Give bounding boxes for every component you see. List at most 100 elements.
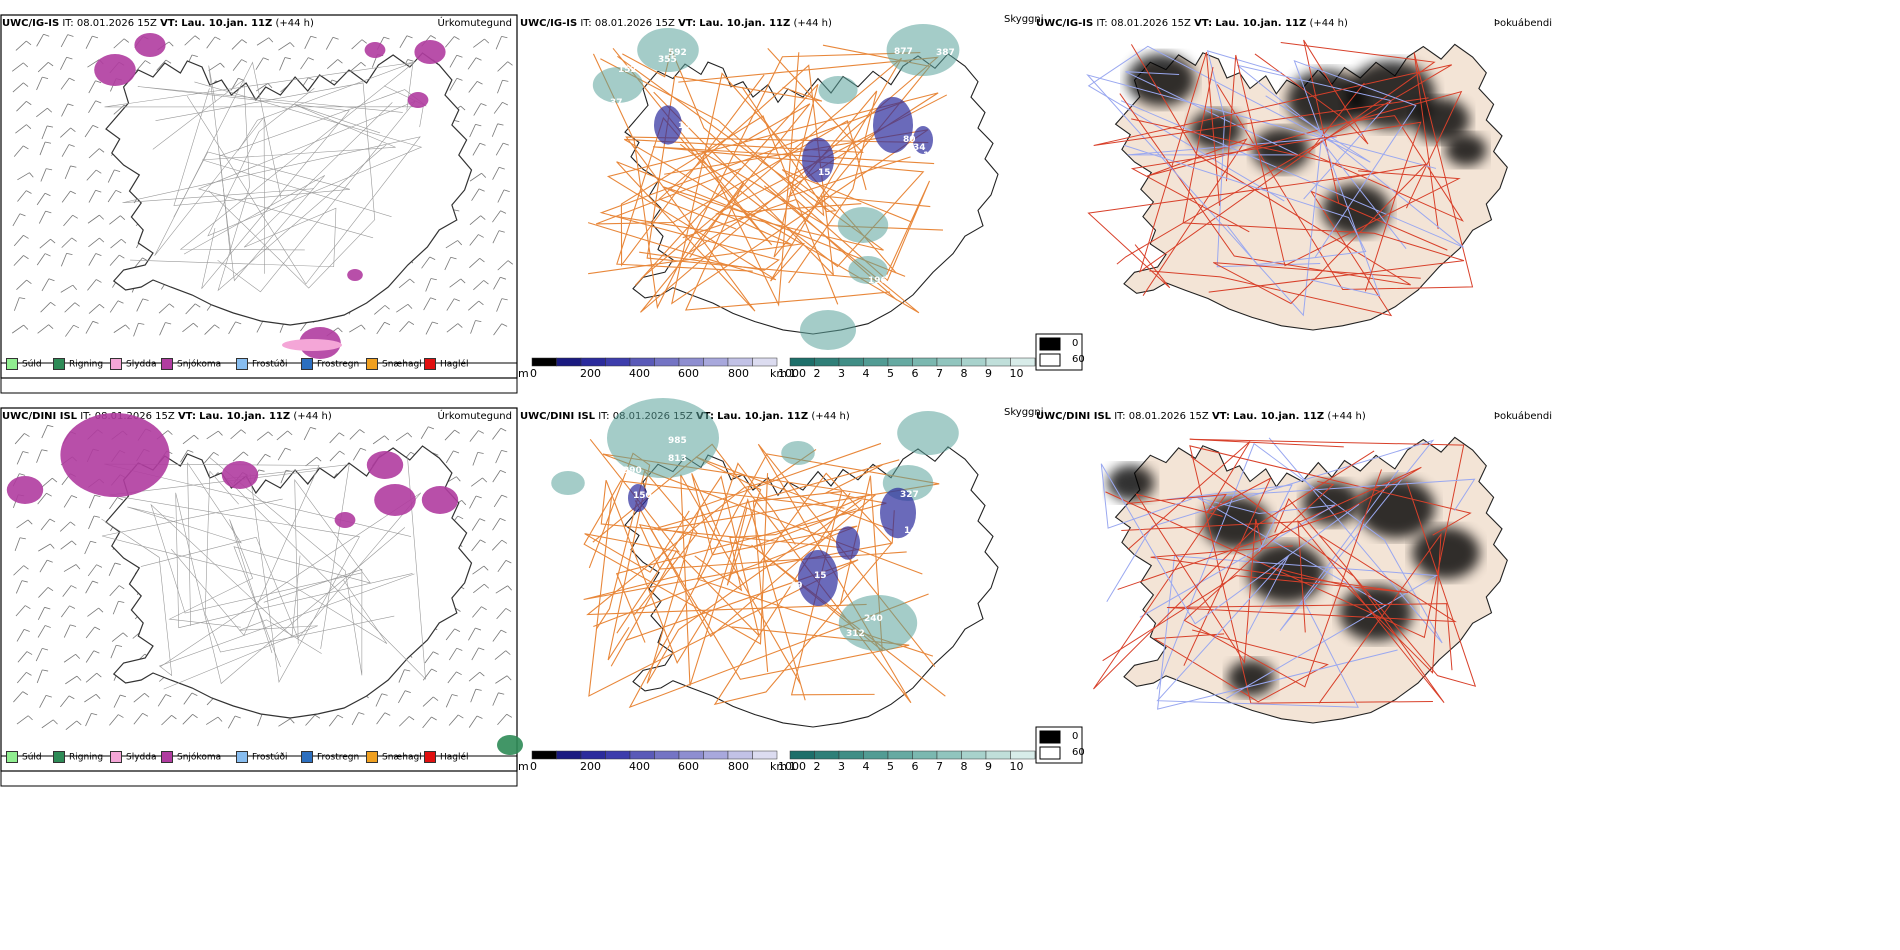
valid-time-label: VT: (1211, 411, 1230, 422)
legend-item-slydda: Slydda (110, 751, 156, 763)
wind-barb (61, 103, 74, 117)
road (1130, 121, 1422, 292)
wind-barb (37, 492, 52, 505)
visibility-value-label: 34 (913, 143, 926, 153)
river (1124, 144, 1367, 266)
km-tick: 5 (887, 760, 894, 773)
km-tick: 2 (813, 367, 821, 380)
wind-barb (470, 320, 482, 334)
wind-barb (60, 77, 75, 90)
wind-barb (471, 188, 485, 201)
road (1270, 532, 1442, 704)
legend-swatch (110, 751, 122, 763)
m-colorbar-segment (531, 750, 557, 760)
wind-barb (88, 494, 101, 509)
m-tick: 1000 (778, 367, 806, 380)
wind-barb (351, 39, 367, 50)
wind-barb (497, 61, 513, 72)
legend-item-snjókoma: Snjókoma (161, 358, 221, 370)
m-colorbar-segment (703, 750, 729, 760)
wind-barb (13, 255, 29, 266)
wind-barb (61, 190, 76, 203)
wind-barb (84, 124, 99, 138)
km-tick: 10 (1009, 367, 1024, 380)
wind-barb (133, 692, 150, 703)
precip-type-panel: UWC/DINI ISL IT: 08.01.2026 15Z VT: Lau.… (0, 393, 523, 787)
valid-time-label: VT: (177, 411, 196, 422)
visibility-value-label: 37 (610, 98, 623, 108)
wind-barb (495, 36, 508, 50)
wind-barb (469, 495, 482, 509)
wind-barb (492, 427, 507, 440)
road (1127, 440, 1272, 666)
wind-barb (60, 540, 77, 550)
wind-barb (36, 253, 51, 266)
run-info-header: UWC/IG-IS IT: 08.01.2026 15Z VT: Lau. 10… (2, 18, 314, 30)
road (588, 496, 859, 697)
wind-barb (36, 33, 50, 47)
wind-barb (113, 694, 127, 708)
visibility-value-label: 80 (903, 135, 916, 145)
legend-item-snæhagl: Snæhagl (366, 358, 422, 370)
wind-barb (36, 192, 51, 206)
wind-barb (473, 583, 490, 594)
wind-barb (17, 651, 33, 663)
wind-barb (396, 303, 413, 313)
wind-barb (37, 606, 51, 621)
legend-item-snæhagl: Snæhagl (366, 751, 422, 763)
wind-barb (88, 237, 105, 248)
legend-item-slydda: Slydda (110, 358, 156, 370)
m-colorbar-segment (727, 750, 753, 760)
wind-barb (493, 494, 508, 508)
m-colorbar-segment (727, 357, 753, 367)
m-colorbar-segment (580, 750, 606, 760)
precip-area (347, 269, 363, 281)
legend-item-súld: Súld (6, 751, 42, 763)
legend-label: Rigning (69, 752, 104, 763)
wind-barb (88, 100, 102, 114)
wind-barb (40, 302, 56, 313)
road (1149, 190, 1448, 317)
valid-time-value: Lau. 10.jan. 11Z (1233, 411, 1325, 422)
road (646, 75, 878, 281)
m-tick: 400 (629, 367, 650, 380)
wind-barb (41, 477, 58, 488)
wind-barb (85, 672, 102, 683)
visibility-value-label: 390 (623, 466, 642, 476)
road (620, 74, 839, 305)
wind-barb (84, 693, 101, 703)
wind-barb (206, 36, 221, 49)
wind-barb (495, 449, 508, 464)
road (1182, 66, 1465, 293)
legend-label: Frostregn (317, 752, 360, 763)
wind-barb (497, 189, 510, 203)
km-colorbar-segment (863, 357, 889, 367)
km-unit-label: km (770, 367, 788, 380)
wind-barb (422, 696, 439, 707)
wind-barb (60, 127, 76, 138)
road (1190, 456, 1445, 703)
m-colorbar-segment (629, 750, 655, 760)
low-visibility-m-area (798, 550, 838, 606)
wind-barb (85, 626, 101, 639)
wind-barb (352, 447, 367, 461)
legend-swatch (236, 358, 248, 370)
wind-barb (88, 80, 102, 94)
low-visibility-m-area (913, 126, 933, 154)
m-colorbar-segment (678, 357, 704, 367)
low-visibility-km-area (781, 441, 815, 465)
wind-barb (63, 564, 81, 572)
wind-barb (13, 145, 29, 157)
wind-barb (329, 450, 345, 462)
wind-barb (491, 123, 504, 137)
legend-swatch (236, 751, 248, 763)
wind-barb (109, 714, 124, 726)
wind-barb (87, 564, 103, 577)
wind-barb (87, 279, 102, 291)
fog-legend-swatch (1039, 353, 1061, 367)
m-colorbar-segment (654, 750, 680, 760)
road (1225, 54, 1461, 267)
wind-barb (182, 322, 199, 333)
low-visibility-km-area (848, 256, 888, 284)
lead-time: (+44 h) (275, 18, 314, 29)
